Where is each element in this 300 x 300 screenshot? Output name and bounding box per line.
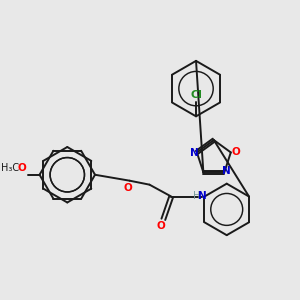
Text: O: O: [157, 221, 166, 231]
Text: N: N: [198, 190, 207, 201]
Text: H: H: [193, 190, 200, 201]
Text: N: N: [190, 148, 198, 158]
Text: O: O: [123, 183, 132, 193]
Text: N: N: [222, 167, 231, 176]
Text: H₃C: H₃C: [1, 163, 19, 173]
Text: Cl: Cl: [190, 91, 202, 100]
Text: O: O: [17, 163, 26, 173]
Text: O: O: [231, 147, 240, 158]
